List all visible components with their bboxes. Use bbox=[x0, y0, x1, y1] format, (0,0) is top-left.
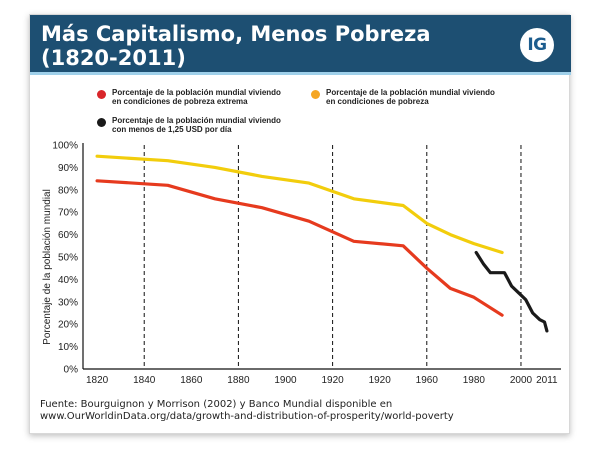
y-tick-label: 40% bbox=[58, 275, 78, 286]
source-line-1: Fuente: Bourguignon y Morrison (2002) y … bbox=[40, 399, 393, 410]
legend-label: en condiciones de pobreza bbox=[326, 97, 429, 106]
ig-logo: IG bbox=[520, 28, 554, 62]
series-line-poverty bbox=[95, 154, 504, 255]
x-tick-label: 2000 bbox=[510, 375, 533, 386]
y-tick-label: 60% bbox=[58, 230, 78, 241]
chart-title: Más Capitalismo, Menos Pobreza (1820-201… bbox=[41, 22, 501, 70]
x-tick-label: 1840 bbox=[133, 375, 156, 386]
legend-item-extreme: Porcentaje de la población mundial vivie… bbox=[97, 88, 281, 106]
legend-label: Porcentaje de la población mundial vivie… bbox=[326, 88, 495, 97]
legend-dot-red bbox=[97, 90, 106, 99]
header-banner: Más Capitalismo, Menos Pobreza (1820-201… bbox=[30, 15, 571, 75]
series-line-usd bbox=[474, 250, 549, 333]
y-tick-label: 10% bbox=[58, 342, 78, 353]
legend-label: Porcentaje de la población mundial vivie… bbox=[112, 116, 281, 125]
y-tick-label: 30% bbox=[58, 297, 78, 308]
y-axis-title: Porcentaje de la población mundial bbox=[42, 189, 53, 345]
x-tick-label: 1820 bbox=[86, 375, 109, 386]
chart-card: Más Capitalismo, Menos Pobreza (1820-201… bbox=[29, 14, 571, 434]
legend-item-usd: Porcentaje de la población mundial vivie… bbox=[97, 116, 281, 134]
y-tick-label: 90% bbox=[58, 163, 78, 174]
x-tick-label: 1920 bbox=[321, 375, 344, 386]
y-tick-label: 100% bbox=[52, 141, 78, 152]
line-chart: 0% 10% 20% 30% 40% 50% 60% 70% 80% 90% 100% 1820 184… bbox=[42, 141, 561, 386]
y-tick-label: 0% bbox=[64, 365, 79, 376]
x-tick-label: 2011 bbox=[536, 375, 558, 386]
legend-dot-orange bbox=[311, 90, 320, 99]
x-tick-label: 1920 bbox=[369, 375, 392, 386]
title-line-1: Más Capitalismo, Menos Pobreza bbox=[41, 22, 431, 46]
x-tick-label: 1900 bbox=[274, 375, 297, 386]
title-line-2: (1820-2011) bbox=[41, 46, 186, 70]
legend-label: con menos de 1,25 USD por día bbox=[112, 125, 232, 134]
y-tick-label: 20% bbox=[58, 320, 78, 331]
x-tick-label: 1860 bbox=[180, 375, 203, 386]
x-tick-label: 1960 bbox=[416, 375, 439, 386]
y-tick-label: 50% bbox=[58, 253, 78, 264]
y-tick-label: 80% bbox=[58, 185, 78, 196]
series-line-extreme bbox=[95, 179, 504, 317]
legend-item-poverty: Porcentaje de la población mundial vivie… bbox=[311, 88, 495, 106]
legend-dot-black bbox=[97, 118, 106, 127]
source-line-2: www.OurWorldinData.org/data/growth-and-d… bbox=[40, 411, 454, 422]
source-note: Fuente: Bourguignon y Morrison (2002) y … bbox=[40, 399, 540, 423]
legend-label: Porcentaje de la población mundial vivie… bbox=[112, 88, 281, 97]
logo-text: IG bbox=[527, 35, 547, 55]
y-tick-label: 70% bbox=[58, 208, 78, 219]
x-tick-label: 1880 bbox=[227, 375, 250, 386]
legend-label: en condiciones de pobreza extrema bbox=[112, 97, 248, 106]
x-tick-label: 1980 bbox=[463, 375, 486, 386]
